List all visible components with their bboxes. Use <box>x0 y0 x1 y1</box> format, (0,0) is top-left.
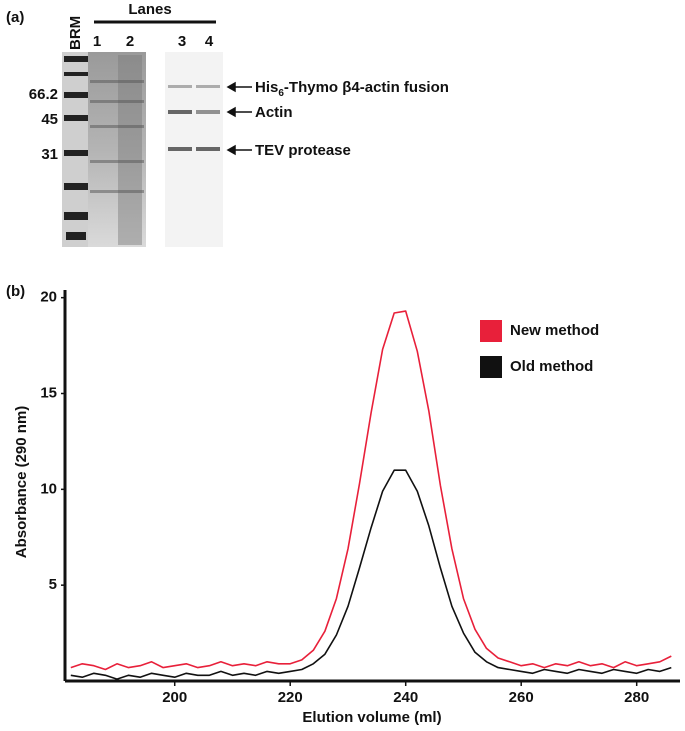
marker-size: 66.2 <box>29 86 58 103</box>
marker-size: 31 <box>41 146 58 163</box>
y-axis-label: Absorbance (290 nm) <box>13 406 30 559</box>
y-tick-label: 20 <box>40 289 57 306</box>
y-tick-label: 5 <box>49 576 57 593</box>
band-label-part: 6 <box>278 88 284 99</box>
lane-number: 2 <box>126 33 134 50</box>
x-axis-label: Elution volume (ml) <box>302 709 441 726</box>
panel-label: (b) <box>6 283 25 300</box>
legend-label: New method <box>510 322 599 339</box>
series-line <box>70 469 672 680</box>
marker-size: 45 <box>41 111 58 128</box>
band-arrows <box>226 81 252 156</box>
band-label: His6-Thymo β4-actin fusion <box>255 79 449 99</box>
marker-lane-label: BRM <box>67 16 84 50</box>
band-label: TEV protease <box>255 142 351 159</box>
legend-swatch <box>480 356 502 378</box>
band-label: Actin <box>255 104 293 121</box>
band-label-part: -Thymo β4-actin fusion <box>284 79 449 96</box>
series-line <box>70 310 672 671</box>
lanes-title: Lanes <box>128 1 171 18</box>
lane-number: 1 <box>93 33 101 50</box>
gel-image <box>62 52 223 247</box>
legend-swatch <box>480 320 502 342</box>
x-tick-label: 200 <box>162 689 187 706</box>
lane-number: 4 <box>205 33 214 50</box>
panel-label: (a) <box>6 9 24 26</box>
legend-label: Old method <box>510 358 593 375</box>
x-tick-label: 260 <box>509 689 534 706</box>
band-label-part: His <box>255 79 278 96</box>
x-tick-label: 220 <box>278 689 303 706</box>
x-tick-label: 240 <box>393 689 418 706</box>
x-tick-label: 280 <box>624 689 649 706</box>
lane-number: 3 <box>178 33 186 50</box>
y-tick-label: 10 <box>40 480 57 497</box>
y-tick-label: 15 <box>40 384 57 401</box>
